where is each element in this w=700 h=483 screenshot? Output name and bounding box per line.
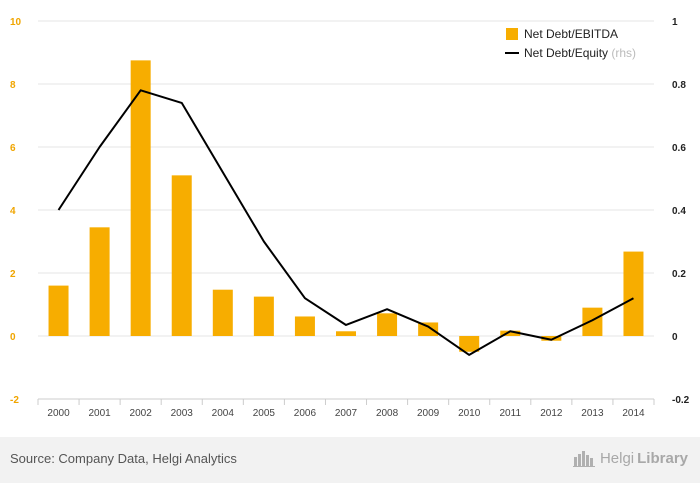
brand-logo[interactable]: Helgi Library xyxy=(572,449,688,467)
bar xyxy=(582,307,603,336)
bar xyxy=(48,285,69,336)
left-axis-tick-label: 0 xyxy=(10,332,16,343)
left-axis-tick-label: 2 xyxy=(10,269,16,280)
bar xyxy=(130,60,151,336)
bar xyxy=(212,289,233,336)
right-axis-tick-label: -0.2 xyxy=(672,395,690,406)
bar xyxy=(418,322,439,336)
right-axis-tick-label: 1 xyxy=(672,17,678,28)
right-axis-tick-label: 0.6 xyxy=(672,143,686,154)
legend-rhs-suffix: (rhs) xyxy=(611,46,636,60)
x-axis-tick-label: 2000 xyxy=(47,408,70,419)
right-axis-tick-label: 0 xyxy=(672,332,678,343)
left-axis-tick-label: -2 xyxy=(10,395,19,406)
x-axis-tick-label: 2013 xyxy=(581,408,604,419)
left-axis-tick-label: 4 xyxy=(10,206,16,217)
brand-name-bold: Library xyxy=(637,449,688,467)
x-axis-tick-label: 2012 xyxy=(540,408,563,419)
brand-name-light: Helgi xyxy=(599,449,635,467)
left-axis-tick-label: 8 xyxy=(10,80,16,91)
x-axis-tick-label: 2004 xyxy=(212,408,235,419)
bar xyxy=(89,227,110,336)
bar xyxy=(171,175,192,336)
legend-swatch-bar xyxy=(506,28,518,40)
left-axis-tick-label: 10 xyxy=(10,17,22,28)
bar xyxy=(623,251,644,336)
source-text: Source: Company Data, Helgi Analytics xyxy=(10,451,237,466)
x-axis-tick-label: 2003 xyxy=(171,408,194,419)
x-axis-tick-label: 2009 xyxy=(417,408,440,419)
x-axis-tick-label: 2002 xyxy=(130,408,153,419)
x-axis-tick-label: 2010 xyxy=(458,408,481,419)
right-axis-tick-label: 0.2 xyxy=(672,269,686,280)
x-axis-tick-label: 2008 xyxy=(376,408,399,419)
bar xyxy=(377,313,398,336)
left-axis-tick-label: 6 xyxy=(10,143,16,154)
legend-label: Net Debt/Equity (rhs) xyxy=(524,46,636,60)
bar xyxy=(294,316,315,336)
library-buildings-icon xyxy=(572,451,595,467)
x-axis-tick-label: 2011 xyxy=(500,408,522,419)
bar xyxy=(500,330,521,336)
bar xyxy=(253,296,274,336)
legend-label: Net Debt/EBITDA xyxy=(524,27,618,41)
bar xyxy=(336,331,356,336)
x-axis-tick-label: 2014 xyxy=(622,408,645,419)
x-axis-tick-label: 2005 xyxy=(253,408,276,419)
right-axis-tick-label: 0.8 xyxy=(672,80,686,91)
bar xyxy=(459,336,480,352)
bar xyxy=(541,336,562,341)
x-axis-tick-label: 2001 xyxy=(88,408,111,419)
right-axis-tick-label: 0.4 xyxy=(672,206,686,217)
x-axis-tick-label: 2007 xyxy=(335,408,358,419)
x-axis-tick-label: 2006 xyxy=(294,408,317,419)
series-line xyxy=(57,89,634,356)
footer: Source: Company Data, Helgi Analytics He… xyxy=(0,437,700,483)
chart: -2 0 2 4 6 8 10 -0.2 0 0.2 0.4 0.6 0.8 1 2000 2001 2002 2… xyxy=(10,17,690,419)
